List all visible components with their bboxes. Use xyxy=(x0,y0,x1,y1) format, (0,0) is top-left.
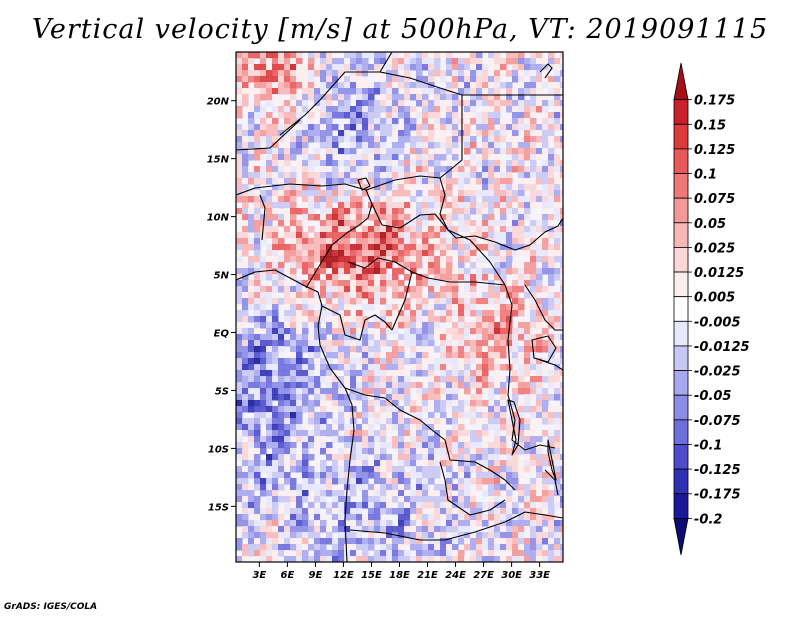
longitude-axis: 3E 6E 9E 12E 15E 18E 21E 24E 27E 30E 33E xyxy=(252,562,550,581)
colorbar-segment xyxy=(673,271,689,298)
lon-tick-label: 9E xyxy=(309,570,323,581)
colorbar: 0.175 0.15 0.125 0.1 0.075 0.05 0.025 0.0125 0.0… xyxy=(673,62,750,556)
coastline-west xyxy=(236,269,355,562)
border-zambia-zim xyxy=(504,511,563,523)
latitude-axis: 20N 15N 10N 5N EQ 5S 10S 15S xyxy=(207,97,236,513)
lat-tick-label: 15N xyxy=(207,155,230,166)
colorbar-label: 0.15 xyxy=(694,118,726,133)
border-sudan-ssudan xyxy=(455,217,563,251)
chart-title: Vertical velocity [m/s] at 500hPa, VT: 2… xyxy=(31,14,769,45)
colorbar-label: 0.175 xyxy=(694,94,735,109)
border-angola-namibia xyxy=(349,521,506,541)
border-angola-zambia xyxy=(439,461,506,516)
lon-tick-label: 27E xyxy=(473,570,494,581)
border-libya xyxy=(379,52,393,73)
colorbar-segment xyxy=(673,370,689,396)
border-uganda-kenya xyxy=(524,284,563,331)
lon-tick-label: 21E xyxy=(417,570,438,581)
lake-malawi xyxy=(547,439,557,481)
colorbar-label: 0.1 xyxy=(694,168,717,183)
lon-tick-label: 12E xyxy=(333,570,354,581)
colorbar-label: -0.0125 xyxy=(694,340,750,355)
colorbar-label: -0.175 xyxy=(694,488,741,503)
velocity-field xyxy=(236,52,563,562)
lon-tick-label: 33E xyxy=(529,570,550,581)
colorbar-label: 0.125 xyxy=(694,143,735,158)
border-nigeria-cameroon xyxy=(305,189,373,289)
lat-tick-label: 20N xyxy=(207,97,230,108)
lon-tick-label: 24E xyxy=(445,570,466,581)
border-car-north xyxy=(371,203,506,286)
colorbar-label: -0.05 xyxy=(694,389,731,404)
colorbar-top-arrow xyxy=(673,62,689,101)
colorbar-segment xyxy=(673,247,689,273)
border-mali xyxy=(236,119,301,151)
border-chad-north xyxy=(279,71,463,179)
lon-tick-label: 6E xyxy=(280,570,294,581)
border-drc-congo xyxy=(391,271,413,331)
border-benin xyxy=(259,194,266,241)
border-mozambique xyxy=(544,469,559,496)
colorbar-segment xyxy=(673,222,689,248)
colorbar-label: 0.075 xyxy=(694,192,735,207)
lake-chad xyxy=(357,177,371,191)
lat-tick-label: 5S xyxy=(215,386,229,397)
colorbar-label: -0.2 xyxy=(694,512,722,527)
colorbar-label: -0.1 xyxy=(694,438,722,453)
lon-tick-label: 18E xyxy=(389,570,410,581)
lat-tick-label: 15S xyxy=(208,502,229,513)
colorbar-segment xyxy=(673,148,689,174)
software-credit: GrADS: IGES/COLA xyxy=(4,602,98,612)
lon-tick-label: 3E xyxy=(252,570,266,581)
country-boundaries xyxy=(236,52,563,562)
colorbar-segment xyxy=(673,468,689,495)
lon-tick-label: 15E xyxy=(361,570,382,581)
colorbar-segment xyxy=(673,345,689,371)
border-drc-west xyxy=(344,387,433,431)
colorbar-segment xyxy=(673,99,689,125)
lat-tick-label: 5N xyxy=(214,271,230,282)
colorbar-segment xyxy=(673,320,689,347)
colorbar-segment xyxy=(673,296,689,322)
colorbar-segment xyxy=(673,123,689,150)
border-gabon-congo xyxy=(321,305,393,341)
colorbar-label: 0.025 xyxy=(694,241,735,256)
colorbar-bottom-arrow xyxy=(673,517,689,556)
lat-tick-label: 10S xyxy=(208,444,229,455)
colorbar-label: 0.05 xyxy=(694,217,726,232)
colorbar-label: -0.075 xyxy=(694,414,741,429)
lake-victoria xyxy=(531,335,557,363)
colorbar-label: 0.0125 xyxy=(694,266,744,281)
colorbar-segment xyxy=(673,173,689,199)
colorbar-segment xyxy=(673,419,689,445)
lake-tanganyika xyxy=(507,399,521,456)
colorbar-label: 0.005 xyxy=(694,291,735,306)
border-chad-sudan xyxy=(365,175,457,239)
colorbar-segment xyxy=(673,197,689,224)
border-east-drc xyxy=(504,284,556,451)
colorbar-segment xyxy=(673,493,689,519)
border-niger-nigeria xyxy=(236,183,367,196)
lat-tick-label: 10N xyxy=(207,213,230,224)
colorbar-label: -0.125 xyxy=(694,463,741,478)
border-angola-drc xyxy=(431,429,516,491)
colorbar-label: -0.025 xyxy=(694,365,741,380)
lat-tick-label: EQ xyxy=(214,329,230,340)
colorbar-segment xyxy=(673,394,689,421)
colorbar-label: -0.005 xyxy=(694,315,741,330)
lon-tick-label: 30E xyxy=(501,570,522,581)
colorbar-segment xyxy=(673,444,689,470)
red-sea-coast xyxy=(539,63,553,79)
